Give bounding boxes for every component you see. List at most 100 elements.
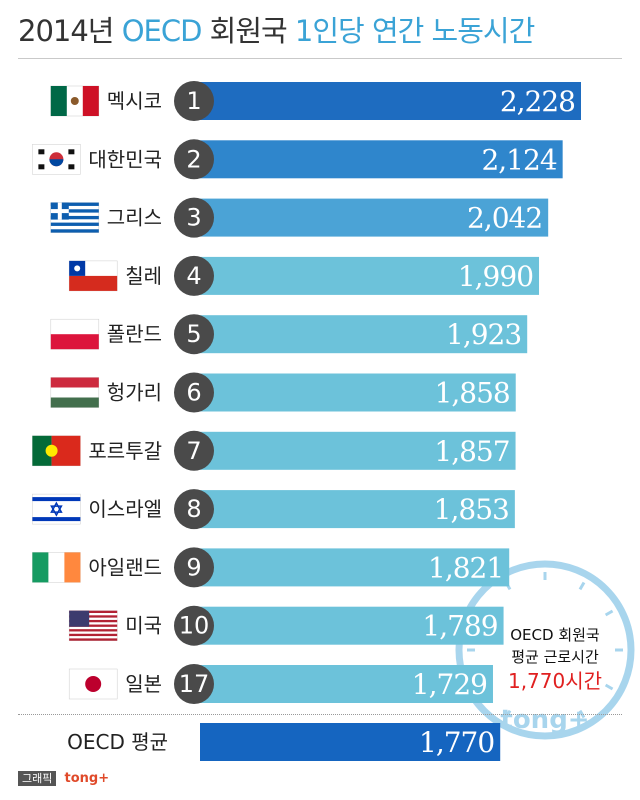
bar-row: 4 1,990 칠레	[68, 255, 540, 296]
flag-part	[38, 164, 45, 170]
rank-badge	[174, 139, 214, 180]
rank-badge	[174, 81, 214, 121]
flag-part	[64, 552, 81, 583]
bar-row: 8 1,853 이스라엘	[32, 489, 515, 530]
category-label: 포르투갈	[88, 439, 162, 463]
average-note: OECD 회원국 평균 근로시간 1,770시간	[490, 624, 620, 692]
watermark-tick	[604, 683, 614, 691]
flag-part	[50, 202, 99, 206]
category-label: 이스라엘	[88, 497, 162, 521]
bar	[188, 548, 510, 587]
category-label: 칠레	[125, 264, 162, 288]
category-label: 대한민국	[88, 147, 162, 171]
rank-label: 7	[186, 437, 201, 465]
value-label: 2,042	[467, 202, 542, 235]
watermark-tick	[578, 581, 586, 591]
value-label: 2,228	[500, 85, 575, 118]
average-note-line2: 평균 근로시간	[511, 648, 599, 666]
flag-part	[50, 222, 99, 226]
title-members: 회원국	[209, 14, 288, 48]
value-label: 1,858	[435, 377, 510, 410]
average-note-value: 1,770시간	[507, 669, 603, 693]
flag-part	[32, 517, 81, 522]
rank-badge	[174, 197, 214, 238]
flag-part	[50, 229, 99, 233]
flag-part	[50, 209, 69, 214]
bar	[188, 490, 515, 529]
rank-badge	[174, 372, 214, 413]
flag-part	[69, 615, 118, 618]
rank-badge	[174, 605, 214, 646]
bar-row: 10 1,789 미국	[68, 605, 504, 646]
footer: 그래픽 tong+	[18, 770, 109, 786]
flag-part	[69, 633, 118, 637]
japan-flag	[68, 668, 118, 700]
ireland-flag	[32, 552, 81, 583]
flag-part	[50, 209, 99, 213]
rank-label: 9	[186, 553, 201, 581]
flag-part	[50, 86, 67, 116]
bar	[188, 198, 549, 237]
flag-part	[32, 435, 52, 466]
bar	[188, 606, 504, 645]
watermark-text: tong+	[500, 705, 589, 735]
flag-part	[50, 215, 99, 220]
bar-row: 3 2,042 그리스	[50, 197, 549, 238]
flag-emblem	[85, 676, 102, 692]
watermark-tick	[604, 609, 614, 617]
category-label: 헝가리	[107, 381, 162, 405]
flag-part	[32, 552, 49, 583]
poland-flag	[50, 318, 100, 350]
flag-star	[50, 501, 63, 513]
footer-tag: 그래픽	[18, 771, 57, 786]
south-korea-flag	[32, 144, 81, 175]
bar	[188, 665, 493, 703]
bar	[188, 315, 528, 354]
value-label: 2,124	[481, 143, 556, 176]
rank-badge	[174, 547, 214, 588]
hungary-flag	[50, 377, 100, 408]
flag-part	[32, 497, 81, 502]
bar-row: 2 2,124 대한민국	[32, 139, 563, 180]
bar-row: 1 2,228 멕시코	[50, 81, 581, 121]
flag-part	[38, 149, 45, 155]
rank-label: 4	[186, 262, 201, 290]
flag-part	[69, 610, 90, 627]
flag-part	[69, 610, 118, 614]
rank-label: 10	[179, 612, 210, 640]
bar	[188, 82, 581, 120]
rank-badge	[174, 255, 214, 296]
value-label: 1,789	[422, 610, 497, 643]
flag-part	[68, 164, 75, 170]
rank-label: 1	[186, 87, 201, 115]
average-row: 1,770 OECD 평균	[67, 723, 501, 761]
bar-row: 6 1,858 헝가리	[50, 372, 516, 413]
rank-badge	[174, 664, 214, 704]
bar-row: 7 1,857 포르투갈	[32, 430, 516, 471]
title-oecd: OECD	[121, 14, 203, 48]
portugal-flag	[32, 435, 81, 467]
flag-emblem	[70, 97, 79, 105]
page-title: 2014년 OECD 회원국 1인당 연간 노동시간	[18, 8, 535, 50]
value-label: 1,923	[446, 318, 521, 351]
bar	[188, 140, 563, 179]
watermark-ring	[455, 560, 635, 740]
bar-row: 9 1,821 아일랜드	[32, 547, 510, 588]
flag-star	[50, 505, 63, 517]
flag-part	[69, 619, 118, 623]
flag-emblem	[45, 444, 58, 457]
category-label: 미국	[125, 614, 162, 638]
footer-brand-logo: tong+	[64, 771, 110, 786]
flag-part	[69, 629, 118, 632]
flag-part	[50, 397, 99, 408]
bar	[188, 431, 516, 470]
rank-label: 2	[186, 145, 201, 173]
average-divider	[18, 714, 622, 715]
flag-part	[69, 638, 118, 641]
flag-part	[68, 149, 75, 155]
title-hours: 1인당 연간 노동시간	[294, 14, 535, 48]
rank-label: 6	[186, 379, 201, 407]
value-label: 1,729	[412, 668, 487, 701]
flag-emblem	[49, 159, 64, 167]
